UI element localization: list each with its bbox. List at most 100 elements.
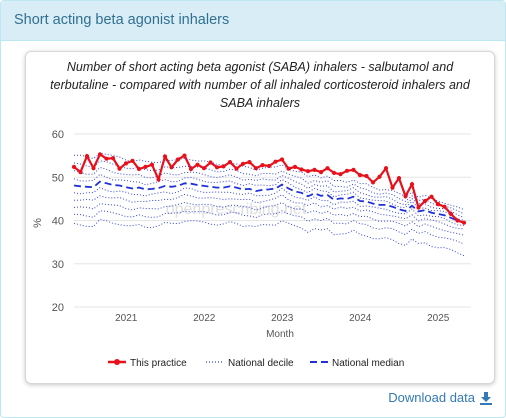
legend-label-median: National median — [332, 358, 404, 369]
practice-data-point[interactable] — [253, 166, 259, 171]
legend-item-this-practice[interactable]: This practice — [108, 358, 187, 369]
practice-data-point[interactable] — [383, 166, 389, 171]
chart-title-line-1: Number of short acting beta agonist (SAB… — [67, 60, 454, 74]
practice-data-point[interactable] — [71, 164, 77, 169]
practice-data-point[interactable] — [370, 180, 376, 185]
y-tick-label: 60 — [52, 129, 64, 141]
practice-data-point[interactable] — [299, 167, 304, 172]
practice-data-point[interactable] — [240, 161, 246, 166]
practice-data-point[interactable] — [247, 160, 252, 165]
x-tick-label: 2024 — [349, 313, 372, 324]
decile-line — [73, 193, 465, 230]
practice-data-point[interactable] — [377, 174, 382, 179]
decile-line — [73, 166, 465, 219]
practice-data-point[interactable] — [351, 167, 356, 172]
practice-data-point[interactable] — [143, 164, 148, 169]
practice-data-point[interactable] — [286, 166, 291, 171]
practice-data-point[interactable] — [175, 157, 181, 162]
practice-data-point[interactable] — [266, 163, 272, 169]
practice-data-point[interactable] — [117, 166, 122, 171]
practice-data-point[interactable] — [357, 173, 363, 178]
y-tick-label: 20 — [52, 302, 64, 314]
practice-data-point[interactable] — [208, 160, 213, 165]
practice-data-point[interactable] — [188, 166, 194, 172]
practice-data-point[interactable] — [273, 159, 278, 164]
practice-data-point[interactable] — [162, 154, 168, 159]
median-series-line — [73, 180, 465, 224]
x-tick-label: 2023 — [271, 313, 294, 324]
legend-item-national-decile[interactable]: National decile — [206, 358, 294, 369]
practice-data-point[interactable] — [461, 220, 467, 225]
practice-data-point[interactable] — [214, 165, 220, 170]
x-axis-ticks: 2021 2022 2023 2024 2025 — [115, 313, 450, 324]
practice-data-point[interactable] — [91, 166, 96, 171]
legend-label-practice: This practice — [130, 358, 187, 369]
practice-data-point[interactable] — [318, 170, 324, 175]
y-axis-ticks: 20 30 40 50 60 — [52, 129, 64, 314]
practice-data-point[interactable] — [455, 218, 460, 223]
practice-data-point[interactable] — [403, 194, 408, 199]
practice-data-point[interactable] — [182, 153, 187, 158]
practice-data-point[interactable] — [130, 158, 135, 163]
practice-data-point[interactable] — [260, 163, 265, 168]
practice-data-point[interactable] — [221, 164, 226, 169]
download-icon — [479, 391, 493, 405]
practice-data-point[interactable] — [201, 166, 207, 171]
practice-data-point[interactable] — [312, 167, 317, 172]
practice-data-point[interactable] — [195, 162, 200, 167]
practice-data-point[interactable] — [344, 168, 350, 173]
watermark: openprescribing.net — [166, 201, 307, 218]
practice-data-point[interactable] — [227, 160, 233, 165]
practice-data-point[interactable] — [84, 154, 90, 159]
practice-data-point[interactable] — [429, 194, 434, 199]
download-data-label: Download data — [388, 390, 475, 405]
legend-label-decile: National decile — [228, 358, 294, 369]
download-data-link[interactable]: Download data — [388, 390, 493, 405]
chart-title: Number of short acting beta agonist (SAB… — [50, 60, 471, 110]
practice-data-point[interactable] — [104, 156, 109, 161]
practice-data-point[interactable] — [442, 204, 447, 209]
chart-card: Number of short acting beta agonist (SAB… — [25, 51, 495, 384]
legend: This practice National decile National m… — [108, 358, 404, 369]
panel-heading: Short acting beta agonist inhalers — [1, 1, 505, 41]
practice-data-point[interactable] — [136, 166, 142, 172]
practice-data-point[interactable] — [396, 176, 402, 181]
practice-data-point[interactable] — [279, 157, 285, 162]
practice-data-point[interactable] — [234, 166, 239, 171]
decile-line — [73, 210, 465, 245]
practice-data-point[interactable] — [435, 202, 441, 207]
y-tick-label: 50 — [52, 172, 64, 184]
x-tick-label: 2022 — [193, 313, 216, 324]
practice-line — [71, 152, 467, 225]
y-tick-label: 30 — [52, 259, 64, 271]
practice-data-point[interactable] — [409, 182, 415, 187]
decile-line — [73, 173, 465, 221]
legend-item-national-median[interactable]: National median — [310, 358, 404, 369]
practice-data-point[interactable] — [149, 162, 155, 167]
practice-data-point[interactable] — [292, 164, 298, 169]
practice-data-point[interactable] — [97, 152, 103, 157]
decile-line — [73, 218, 465, 257]
practice-data-point[interactable] — [422, 198, 428, 204]
practice-data-point[interactable] — [364, 173, 369, 179]
practice-data-point[interactable] — [390, 185, 395, 190]
practice-data-point[interactable] — [448, 211, 454, 217]
practice-data-point[interactable] — [78, 170, 83, 175]
practice-data-point[interactable] — [416, 205, 421, 210]
x-tick-label: 2021 — [115, 313, 138, 324]
practice-data-point[interactable] — [325, 166, 330, 171]
practice-data-point[interactable] — [305, 169, 311, 174]
median-line — [73, 180, 465, 224]
practice-data-point[interactable] — [156, 177, 161, 182]
practice-data-point[interactable] — [169, 165, 174, 170]
chart-title-line-3: SABA inhalers — [220, 96, 300, 110]
practice-data-point[interactable] — [110, 156, 116, 161]
panel-title: Short acting beta agonist inhalers — [14, 12, 230, 28]
practice-data-point[interactable] — [331, 170, 337, 175]
practice-data-point[interactable] — [338, 172, 343, 177]
decile-line — [73, 201, 465, 236]
gridlines — [74, 133, 471, 308]
practice-data-point[interactable] — [123, 161, 129, 166]
x-axis-label: Month — [266, 329, 294, 340]
